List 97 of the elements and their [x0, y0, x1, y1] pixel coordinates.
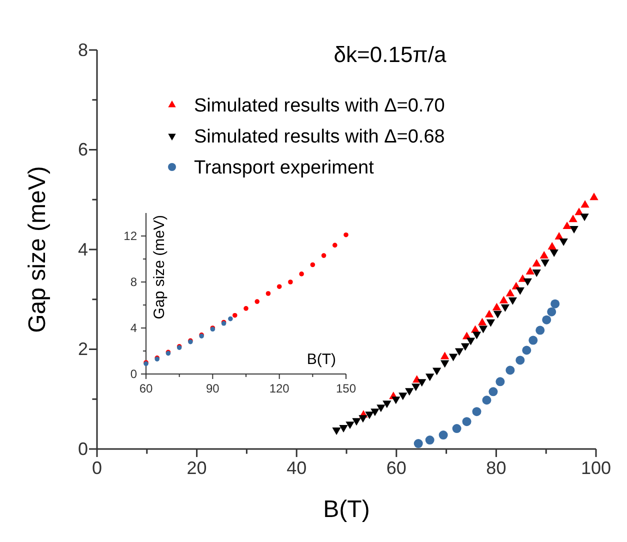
x-tick-label: 100	[580, 458, 612, 478]
point	[547, 307, 556, 316]
point	[542, 315, 552, 324]
point	[321, 253, 326, 258]
y-tick-label: 0	[78, 438, 88, 459]
point	[310, 262, 316, 268]
point	[352, 418, 361, 426]
x-tick-label: 20	[186, 458, 207, 478]
point	[365, 412, 374, 420]
chart-title: δk=0.15π/a	[334, 42, 447, 67]
y-tick-label: 4	[130, 320, 138, 335]
legend-label: Transport experiment	[194, 158, 375, 179]
point	[500, 304, 510, 312]
point	[425, 436, 434, 445]
legend-label: Simulated results with Δ=0.68	[194, 126, 445, 148]
point	[370, 408, 380, 416]
point	[412, 384, 420, 392]
point	[522, 346, 532, 355]
y-tick-label: 4	[78, 239, 88, 260]
point	[418, 379, 426, 387]
x-tick-label: 80	[486, 458, 506, 478]
point	[486, 319, 496, 327]
point	[580, 200, 590, 208]
point	[499, 296, 508, 304]
point	[228, 316, 233, 322]
point	[548, 242, 556, 250]
point	[358, 415, 368, 423]
point	[376, 404, 386, 412]
point	[590, 192, 598, 200]
point	[478, 318, 487, 326]
point	[532, 258, 541, 266]
point	[232, 312, 238, 318]
x-tick-label: 0	[92, 458, 102, 478]
x-tick-label: 60	[386, 458, 406, 478]
point	[528, 336, 538, 345]
point	[506, 288, 514, 296]
point	[562, 222, 572, 230]
point	[493, 310, 502, 318]
point	[332, 242, 338, 248]
point	[392, 396, 400, 404]
x-tick-label: 60	[139, 382, 153, 396]
point	[488, 387, 498, 396]
y-tick-label: 8	[78, 40, 88, 60]
point	[526, 266, 534, 274]
x-axis-title: B(T)	[306, 351, 336, 368]
point	[484, 310, 494, 318]
x-tick-label: 150	[336, 382, 356, 396]
point	[496, 377, 505, 386]
point	[460, 343, 470, 351]
point	[506, 366, 515, 375]
point	[440, 360, 450, 368]
point	[454, 348, 464, 356]
point	[482, 396, 492, 405]
point	[266, 291, 271, 296]
point	[346, 422, 354, 430]
point	[472, 332, 482, 340]
point	[299, 272, 304, 276]
y-axis-title: Gap size (meV)	[151, 215, 168, 320]
point	[448, 354, 458, 362]
x-tick-label: 90	[206, 382, 220, 396]
x-axis-title: B(T)	[323, 496, 370, 523]
point	[462, 417, 472, 426]
y-tick-label: 2	[78, 339, 88, 360]
point	[344, 232, 348, 238]
point	[332, 428, 341, 436]
point	[508, 297, 517, 305]
point	[414, 439, 423, 448]
point	[536, 326, 545, 335]
point	[540, 250, 548, 258]
point	[492, 302, 502, 310]
point	[244, 306, 248, 311]
y-tick-label: 0	[130, 366, 138, 381]
point	[466, 338, 476, 346]
point	[254, 299, 260, 304]
point	[276, 284, 282, 289]
x-tick-label: 40	[286, 458, 307, 478]
y-tick-label: 6	[78, 140, 88, 160]
point	[516, 287, 524, 295]
point	[568, 214, 578, 222]
y-axis-title: Gap size (meV)	[24, 166, 51, 333]
point	[405, 388, 414, 396]
point	[550, 299, 560, 308]
point	[452, 424, 462, 434]
point	[288, 280, 293, 284]
legend-label: Simulated results with Δ=0.70	[194, 96, 445, 117]
point	[438, 430, 448, 440]
x-tick-label: 120	[269, 382, 290, 396]
point	[398, 392, 408, 400]
point	[432, 368, 442, 376]
point	[339, 425, 348, 433]
y-tick-label: 8	[130, 274, 138, 289]
y-tick-label: 12	[124, 228, 138, 243]
point	[426, 374, 434, 382]
point	[382, 400, 392, 408]
point	[472, 407, 482, 416]
point	[478, 326, 488, 334]
point	[516, 356, 525, 365]
